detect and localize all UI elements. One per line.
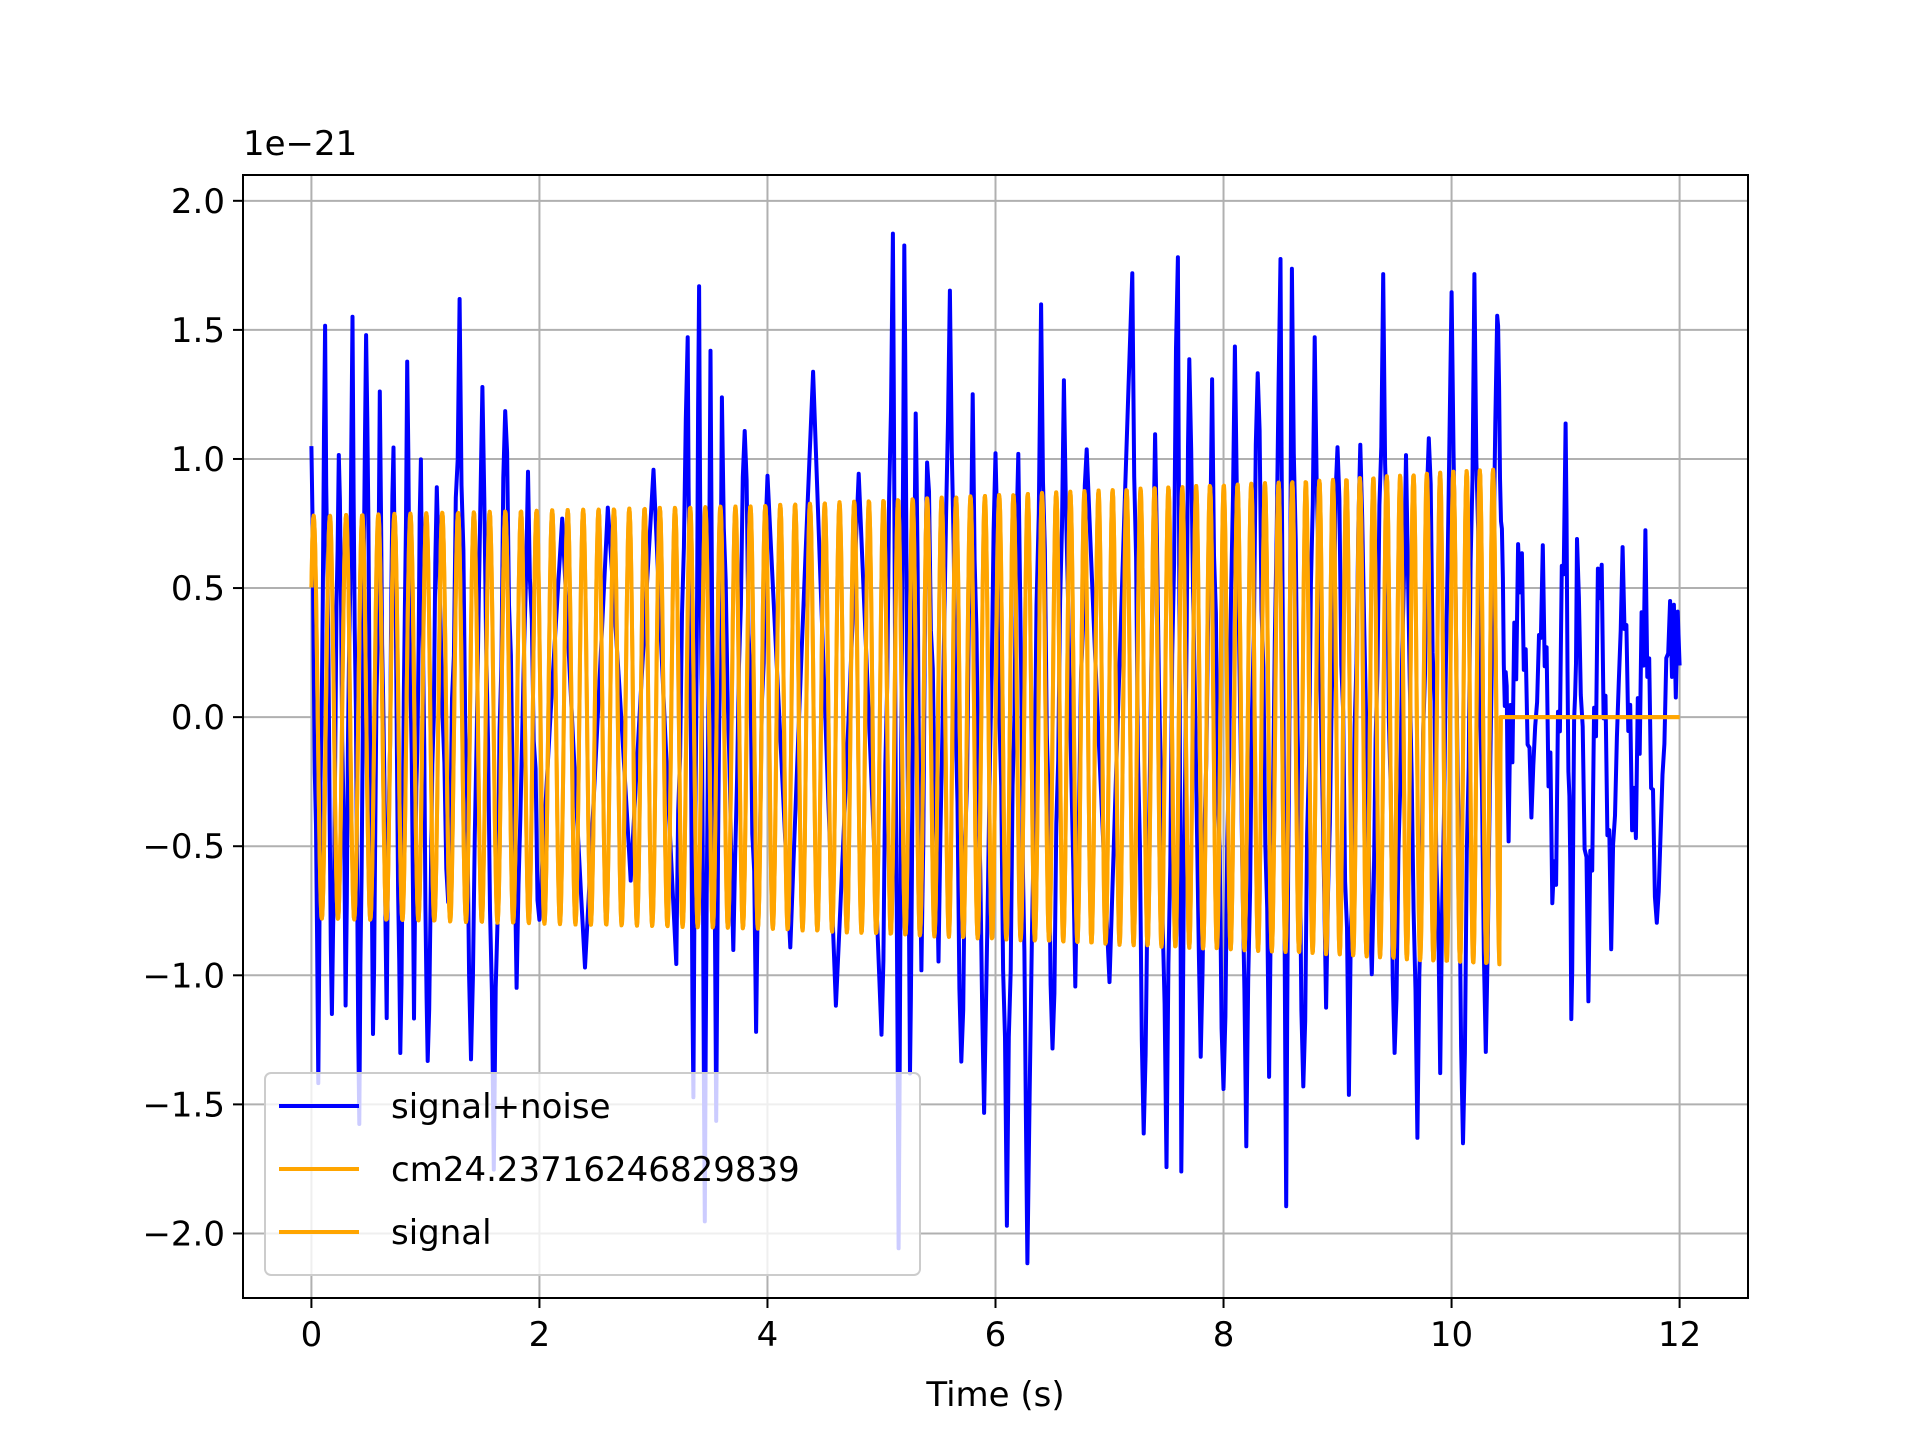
x-axis-label: Time (s) [925, 1375, 1064, 1415]
y-tick-label: 1.5 [171, 311, 225, 351]
x-tick-label: 0 [301, 1315, 323, 1355]
legend: signal+noise cm24.23716246829839 signal [264, 1072, 921, 1276]
x-tick-label: 10 [1430, 1315, 1473, 1355]
y-tick-label: 2.0 [171, 182, 225, 222]
legend-label: signal+noise [391, 1087, 611, 1127]
series-layer [309, 231, 1682, 1266]
y-tick-label: −2.0 [142, 1214, 225, 1254]
series-line-signal [309, 467, 1682, 967]
y-tick-label: 1.0 [171, 440, 225, 480]
y-tick-label: 0.5 [171, 569, 225, 609]
plot-area [309, 231, 1682, 1266]
y-tick-label: −1.0 [142, 956, 225, 996]
x-tick-label: 2 [529, 1315, 551, 1355]
x-tick-label: 8 [1213, 1315, 1235, 1355]
legend-label: cm24.23716246829839 [391, 1150, 800, 1190]
y-tick-label: 0.0 [171, 698, 225, 738]
x-tick-label: 12 [1658, 1315, 1701, 1355]
y-offset-label: 1e−21 [243, 124, 357, 164]
ticks-layer: 0 2 4 6 8 10 12 −2.0 −1.5 −1.0 −0.5 0.0 0.5 1.0 1.5 2.0 [142, 182, 1701, 1355]
y-tick-label: −0.5 [142, 827, 225, 867]
x-tick-label: 4 [757, 1315, 779, 1355]
y-tick-label: −1.5 [142, 1085, 225, 1125]
x-tick-label: 6 [985, 1315, 1007, 1355]
legend-label: signal [391, 1213, 492, 1253]
legend-box [264, 1072, 921, 1276]
